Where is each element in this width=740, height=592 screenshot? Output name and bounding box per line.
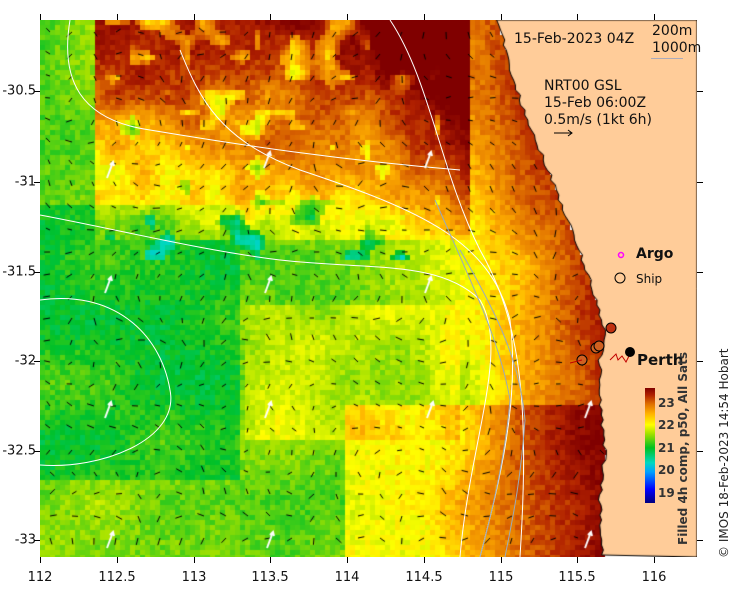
- y-tick: [697, 451, 703, 452]
- sst-field: [40, 20, 697, 557]
- current-time: 15-Feb 06:00Z: [544, 95, 647, 111]
- contour-line: [40, 298, 172, 467]
- x-tick: [424, 557, 425, 563]
- x-tick-label: 114.5: [405, 570, 443, 585]
- contour-line: [40, 214, 492, 557]
- x-tick: [347, 14, 348, 20]
- contour-label-1000m: 1000m: [652, 40, 702, 56]
- y-tick: [697, 272, 703, 273]
- current-scale: 0.5m/s (1kt 6h): [544, 112, 653, 128]
- current-source: NRT00 GSL: [544, 78, 622, 94]
- perth-marker-icon: [625, 347, 635, 357]
- x-tick: [117, 14, 118, 20]
- x-tick-label: 112.5: [98, 570, 136, 585]
- ship-marker: [593, 340, 605, 352]
- colorbar-tick: 22: [658, 418, 675, 432]
- x-tick-label: 115.5: [558, 570, 596, 585]
- perth-label: Perth: [637, 351, 684, 369]
- colorbar-tick: 19: [658, 486, 675, 500]
- y-tick: [34, 451, 40, 452]
- x-tick: [194, 14, 195, 20]
- y-tick: [34, 91, 40, 92]
- credit-text: © IMOS 18-Feb-2023 14:54 Hobart: [717, 348, 731, 558]
- y-tick: [34, 182, 40, 183]
- x-tick: [40, 14, 41, 20]
- x-tick-label: 114: [334, 570, 360, 585]
- contour-legend-line: [651, 58, 683, 59]
- y-tick: [697, 540, 703, 541]
- x-tick: [270, 557, 271, 563]
- x-tick-label: 112: [27, 570, 53, 585]
- x-tick: [654, 557, 655, 563]
- colorbar-tick: 23: [658, 396, 675, 410]
- x-tick-label: 115: [488, 570, 514, 585]
- contour-line: [179, 49, 514, 557]
- argo-legend-label: Argo: [636, 246, 674, 262]
- sst-map[interactable]: [40, 20, 697, 557]
- x-tick-label: 113.5: [251, 570, 289, 585]
- x-tick: [501, 14, 502, 20]
- x-tick-label: 113: [181, 570, 207, 585]
- contour-label-200m: 200m: [652, 23, 693, 39]
- contour-line: [67, 20, 461, 171]
- x-tick: [117, 557, 118, 563]
- bathymetry-contours: [40, 20, 526, 557]
- x-tick: [40, 557, 41, 563]
- y-tick-label: -31: [14, 174, 36, 190]
- map-time: 15-Feb-2023 04Z: [514, 31, 635, 47]
- y-tick: [34, 361, 40, 362]
- colorbar-tick: 20: [658, 463, 675, 477]
- y-tick: [697, 91, 703, 92]
- colorbar-label: Filled 4h comp, p50, All Sats: [676, 351, 690, 545]
- x-tick: [270, 14, 271, 20]
- ship-legend-label: Ship: [636, 272, 663, 286]
- y-tick-label: -30.5: [2, 83, 36, 99]
- scale-arrow-icon: [554, 129, 573, 137]
- contour-line: [389, 20, 525, 557]
- ship-tracks: [570, 322, 635, 366]
- x-tick: [424, 14, 425, 20]
- y-tick: [34, 272, 40, 273]
- contour-line-1000m: [434, 199, 511, 557]
- x-tick: [347, 557, 348, 563]
- x-tick: [654, 14, 655, 20]
- x-tick-label: 116: [641, 570, 667, 585]
- x-tick: [501, 557, 502, 563]
- x-tick: [577, 557, 578, 563]
- y-tick: [34, 540, 40, 541]
- x-tick: [577, 14, 578, 20]
- colorbar: [645, 388, 655, 503]
- y-tick: [697, 361, 703, 362]
- y-tick-label: -32: [14, 353, 36, 369]
- argo-marker-icon: [617, 251, 625, 259]
- y-tick: [697, 182, 703, 183]
- y-tick-label: -32.5: [2, 443, 36, 459]
- y-tick-label: -33: [14, 532, 36, 548]
- contour-line-200m: [459, 249, 526, 557]
- ship-marker-icon: [614, 272, 626, 284]
- colorbar-tick: 21: [658, 441, 675, 455]
- x-tick: [194, 557, 195, 563]
- ship-marker: [605, 322, 617, 334]
- y-tick-label: -31.5: [2, 264, 36, 280]
